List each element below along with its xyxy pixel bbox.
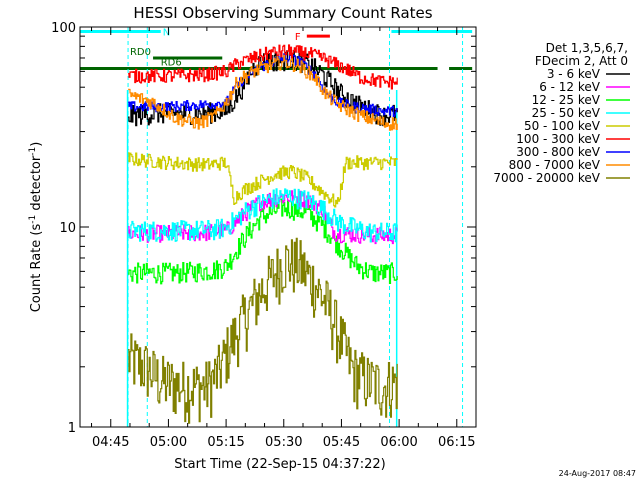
legend-entry-label: 3 - 6 keV — [547, 67, 601, 81]
y-axis-label-sup1: -1 — [28, 215, 38, 224]
legend-entry-label: 300 - 800 keV — [516, 145, 600, 159]
legend: Det 1,3,5,6,7, FDecim 2, Att 0 3 - 6 keV… — [493, 41, 630, 185]
series-line — [128, 54, 398, 131]
series-line — [128, 49, 398, 127]
legend-entry-label: 6 - 12 keV — [539, 80, 601, 94]
legend-entry-label: 7000 - 20000 keV — [493, 171, 600, 185]
y-axis-label-sup2: -1 — [28, 147, 38, 156]
footer-timestamp: 24-Aug-2017 08:47 — [559, 469, 636, 478]
x-tick-label: 05:30 — [265, 435, 302, 450]
y-tick-label: 10 — [59, 221, 76, 236]
legend-entry-label: 25 - 50 keV — [532, 106, 601, 120]
y-tick-labels: 1 10 100 — [51, 21, 476, 436]
series-line — [128, 237, 398, 424]
x-axis-label: Start Time (22-Sep-15 04:37:22) — [174, 457, 385, 472]
y-axis-label-mid: detector — [29, 155, 44, 215]
y-tick-label: 1 — [68, 421, 76, 436]
x-tick-label: 04:45 — [92, 435, 129, 450]
y-axis-label-main: Count Rate (s — [29, 224, 44, 313]
x-tick-label: 06:15 — [438, 435, 475, 450]
legend-entry-label: 12 - 25 keV — [532, 93, 601, 107]
flag-label: RD6 — [161, 58, 182, 69]
y-tick-label: 100 — [51, 21, 76, 36]
legend-entry-label: 50 - 100 keV — [524, 119, 601, 133]
series-line — [128, 44, 398, 90]
flag-label: N — [163, 27, 170, 38]
x-tick-labels: 04:45 05:00 05:15 05:30 05:45 06:00 06:15 — [91, 27, 477, 450]
y-axis-label: Count Rate (s-1 detector-1) — [28, 142, 44, 313]
legend-header-line-2: FDecim 2, Att 0 — [535, 54, 628, 68]
x-tick-label: 05:15 — [207, 435, 244, 450]
legend-header-line-1: Det 1,3,5,6,7, — [546, 41, 628, 55]
series-line — [128, 188, 398, 243]
data-series — [128, 44, 398, 424]
chart-title: HESSI Observing Summary Count Rates — [133, 4, 432, 22]
x-tick-label: 06:00 — [380, 435, 417, 450]
x-tick-label: 05:45 — [323, 435, 360, 450]
y-axis-label-end: ) — [29, 142, 44, 147]
flag-label: F — [295, 32, 301, 43]
series-line — [128, 152, 398, 208]
legend-entry-label: 800 - 7000 keV — [509, 158, 601, 172]
x-tick-label: 05:00 — [150, 435, 187, 450]
flag-label: RD0 — [130, 47, 151, 58]
series-line — [128, 198, 398, 285]
legend-entry-label: 100 - 300 keV — [516, 132, 600, 146]
